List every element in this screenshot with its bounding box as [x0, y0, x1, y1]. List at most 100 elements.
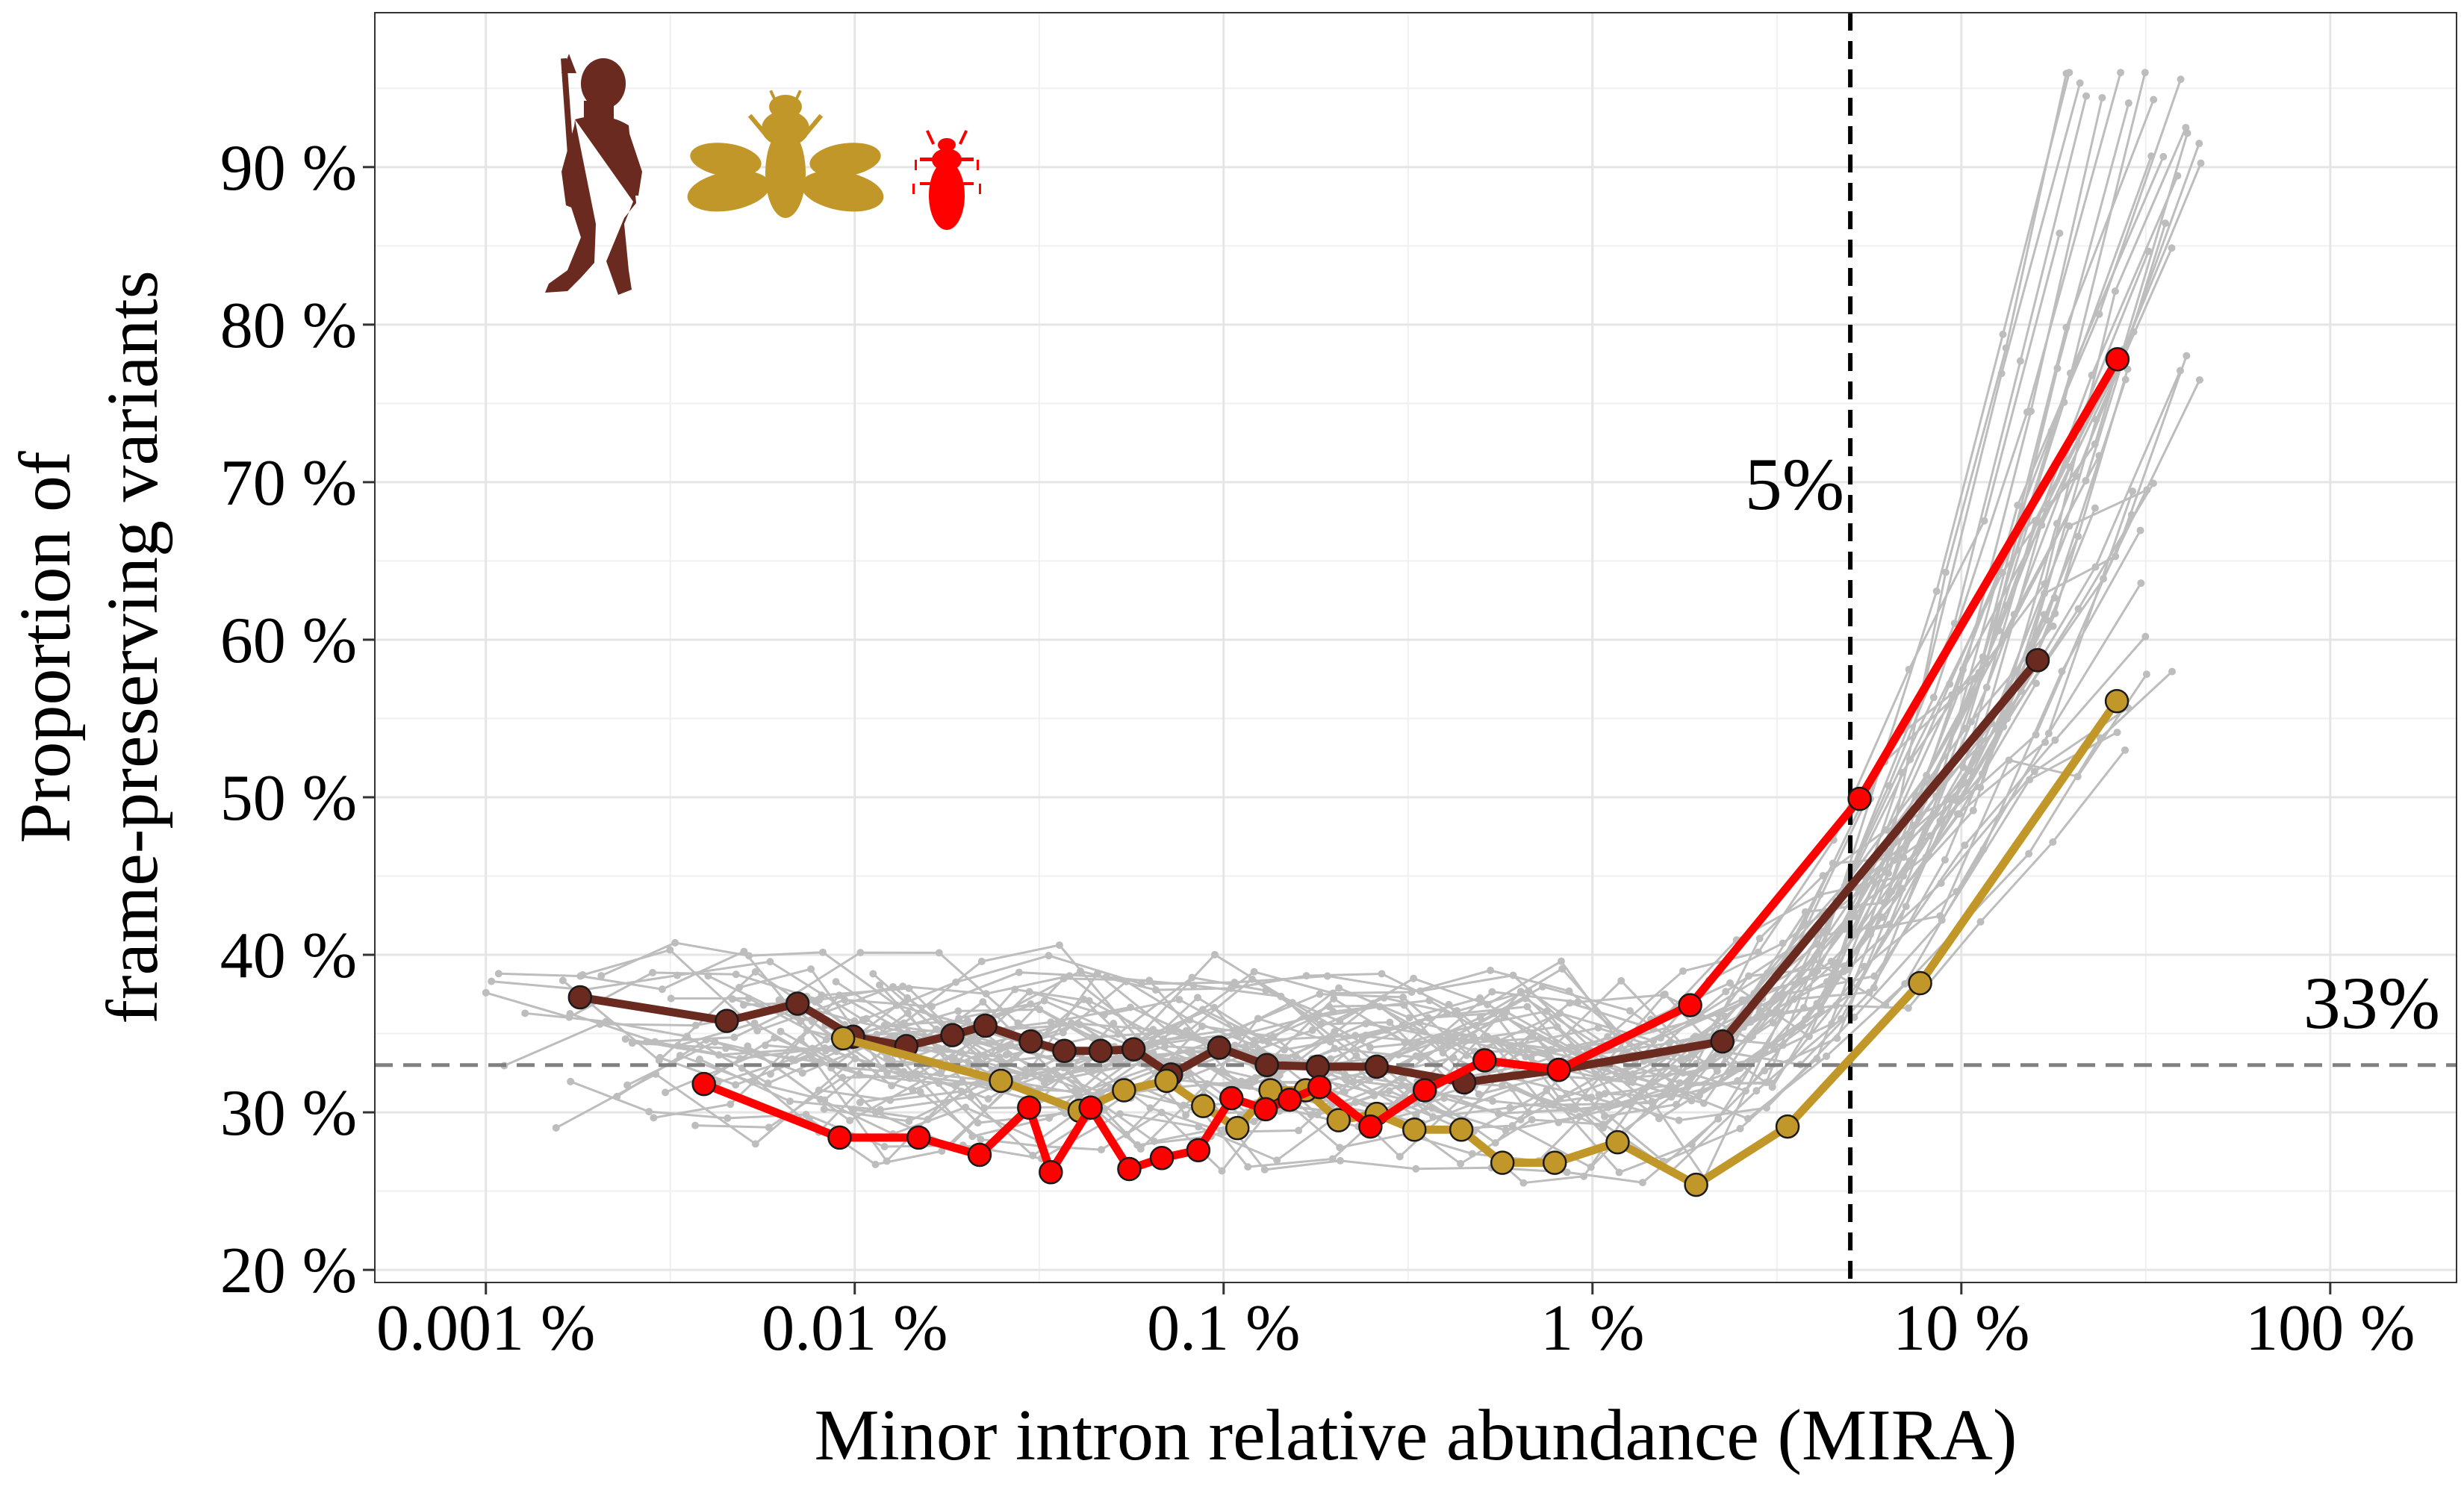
- series-point: [1017, 1095, 1042, 1120]
- series-point: [1078, 1095, 1103, 1120]
- background-series-point: [1528, 1115, 1536, 1123]
- series-point: [1364, 1054, 1390, 1079]
- y-tick-label: 70 %: [220, 447, 357, 520]
- background-series-point: [2197, 159, 2205, 167]
- background-series-point: [1308, 1026, 1316, 1035]
- background-series-point: [1523, 1003, 1531, 1011]
- background-series-point: [1330, 994, 1338, 1003]
- background-series-point: [927, 1003, 936, 1011]
- background-series-point: [1487, 966, 1495, 974]
- background-series-point: [1587, 1094, 1596, 1102]
- background-series-point: [2095, 452, 2103, 460]
- background-series-point: [2000, 709, 2009, 717]
- background-series-point: [850, 1017, 859, 1025]
- background-series-point: [856, 1098, 864, 1106]
- background-series-point: [981, 1053, 989, 1061]
- series-point: [1307, 1075, 1332, 1100]
- background-series-point: [2091, 440, 2099, 448]
- series-point: [1449, 1118, 1474, 1142]
- bee-silhouette-icon: [687, 90, 884, 218]
- background-series-point: [820, 1105, 828, 1113]
- background-series-point: [1780, 991, 1788, 999]
- background-series-point: [2082, 92, 2091, 100]
- background-series-point: [1327, 1055, 1335, 1063]
- background-series-point: [1399, 993, 1407, 1001]
- background-series-point: [1714, 1115, 1723, 1123]
- human-silhouette-icon: [545, 54, 642, 295]
- background-series-point: [1898, 768, 1906, 776]
- background-series-point: [2043, 500, 2051, 508]
- background-series-point: [2183, 352, 2191, 360]
- series-point: [1253, 1097, 1278, 1122]
- background-series-point: [1929, 693, 1938, 702]
- background-series-point: [1661, 990, 1669, 998]
- background-series-point: [1528, 1030, 1537, 1038]
- background-series-point: [2195, 140, 2203, 148]
- background-series-point: [649, 968, 657, 976]
- background-series-point: [935, 949, 943, 957]
- background-series-point: [1231, 1041, 1239, 1050]
- background-series-point: [2051, 736, 2059, 744]
- background-series-point: [1969, 806, 1977, 814]
- background-series-point: [1860, 962, 1868, 970]
- background-series-point: [1574, 998, 1582, 1006]
- background-series-point: [1961, 841, 1969, 850]
- background-series-point: [1976, 783, 1985, 791]
- background-series-point: [2049, 838, 2057, 846]
- background-series-point: [1218, 1167, 1226, 1175]
- background-series-point: [1888, 888, 1896, 896]
- background-series-point: [802, 1111, 810, 1119]
- background-series-point: [1323, 972, 1331, 980]
- background-series-point: [1198, 1006, 1207, 1014]
- background-series-point: [1604, 1032, 1612, 1041]
- background-series-point: [924, 1115, 932, 1123]
- background-series-point: [984, 1094, 992, 1103]
- background-series-point: [1998, 569, 2006, 577]
- background-series-point: [2058, 667, 2066, 676]
- series-point: [715, 1009, 739, 1033]
- background-series-point: [1941, 855, 1949, 864]
- background-series-point: [1999, 330, 2007, 338]
- background-series-point: [2056, 229, 2064, 237]
- background-series-point: [1817, 1007, 1825, 1015]
- background-series-point: [1762, 1078, 1770, 1086]
- background-series-point: [1137, 979, 1145, 988]
- highlighted-series-layer: [567, 347, 2130, 1197]
- background-series-point: [2016, 357, 2024, 365]
- series-point: [989, 1068, 1013, 1094]
- background-series-point: [662, 1088, 670, 1097]
- background-series-point: [732, 970, 740, 979]
- background-series-point: [818, 948, 827, 956]
- background-series-point: [880, 1142, 889, 1150]
- background-series-point: [1457, 1159, 1465, 1168]
- background-series-point: [1742, 1087, 1750, 1095]
- background-series-point: [645, 1108, 653, 1116]
- background-series-point: [1110, 1055, 1119, 1063]
- background-series-point: [2129, 328, 2138, 336]
- background-series-point: [807, 965, 815, 973]
- background-series-point: [1690, 1034, 1698, 1042]
- background-series-point: [1262, 986, 1270, 994]
- background-series-point: [1509, 971, 1517, 979]
- background-series-point: [2141, 632, 2150, 640]
- background-series-point: [1244, 1163, 1252, 1171]
- background-series-point: [786, 1097, 794, 1106]
- background-series-point: [1885, 782, 1893, 790]
- background-series-line: [741, 163, 2202, 1163]
- series-point: [2104, 689, 2129, 714]
- background-series-point: [1870, 972, 1879, 980]
- y-tick-label: 50 %: [220, 762, 357, 835]
- background-series-point: [1365, 1076, 1373, 1084]
- background-series-point: [1179, 1031, 1187, 1039]
- background-series-point: [1675, 1116, 1683, 1124]
- y-tick-label: 20 %: [220, 1235, 357, 1307]
- background-series-point: [905, 985, 913, 993]
- background-series-point: [1801, 908, 1809, 916]
- background-series-point: [602, 1017, 610, 1026]
- background-series-point: [846, 1117, 854, 1125]
- background-series-point: [1067, 1019, 1075, 1027]
- reference-lines-layer: [375, 13, 2457, 1282]
- background-series-point: [1316, 990, 1324, 998]
- x-tick-label: 1 %: [1540, 1292, 1644, 1365]
- background-series-point: [1844, 965, 1852, 973]
